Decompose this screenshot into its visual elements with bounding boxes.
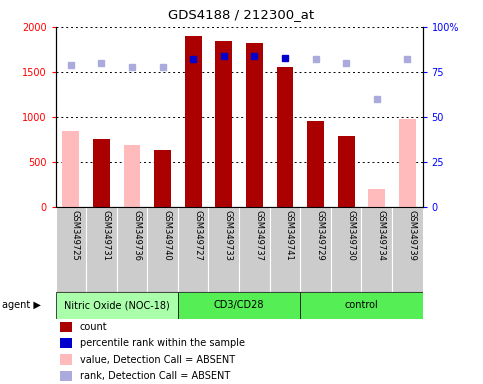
Bar bbox=[209, 207, 239, 292]
Bar bbox=[338, 136, 355, 207]
Bar bbox=[124, 145, 141, 207]
Text: count: count bbox=[80, 322, 107, 332]
Text: Nitric Oxide (NOC-18): Nitric Oxide (NOC-18) bbox=[64, 300, 170, 310]
Text: value, Detection Call = ABSENT: value, Detection Call = ABSENT bbox=[80, 354, 235, 364]
Text: rank, Detection Call = ABSENT: rank, Detection Call = ABSENT bbox=[80, 371, 230, 381]
Text: GSM349741: GSM349741 bbox=[285, 210, 294, 261]
Text: GSM349736: GSM349736 bbox=[132, 210, 141, 261]
Bar bbox=[270, 207, 300, 292]
Text: GSM349725: GSM349725 bbox=[71, 210, 80, 261]
Text: GSM349727: GSM349727 bbox=[193, 210, 202, 261]
Text: GSM349739: GSM349739 bbox=[407, 210, 416, 261]
Bar bbox=[178, 292, 300, 319]
Text: GDS4188 / 212300_at: GDS4188 / 212300_at bbox=[169, 8, 314, 21]
Bar bbox=[154, 150, 171, 207]
Text: GSM349730: GSM349730 bbox=[346, 210, 355, 261]
Bar bbox=[239, 207, 270, 292]
Text: CD3/CD28: CD3/CD28 bbox=[214, 300, 264, 310]
Bar bbox=[60, 338, 72, 348]
Bar bbox=[56, 207, 86, 292]
Bar bbox=[331, 207, 361, 292]
Bar bbox=[399, 119, 416, 207]
Bar bbox=[62, 131, 79, 207]
Bar bbox=[185, 36, 201, 207]
Bar bbox=[93, 139, 110, 207]
Bar bbox=[60, 354, 72, 365]
Text: control: control bbox=[344, 300, 378, 310]
Bar bbox=[117, 207, 147, 292]
Bar bbox=[300, 292, 423, 319]
Bar bbox=[60, 322, 72, 332]
Text: GSM349737: GSM349737 bbox=[255, 210, 263, 261]
Bar bbox=[277, 66, 293, 207]
Bar bbox=[246, 43, 263, 207]
Bar bbox=[215, 41, 232, 207]
Text: agent ▶: agent ▶ bbox=[2, 300, 41, 310]
Bar bbox=[56, 292, 178, 319]
Bar bbox=[300, 207, 331, 292]
Bar bbox=[86, 207, 117, 292]
Text: GSM349729: GSM349729 bbox=[315, 210, 325, 261]
Text: GSM349733: GSM349733 bbox=[224, 210, 233, 261]
Text: GSM349740: GSM349740 bbox=[163, 210, 171, 261]
Bar bbox=[307, 121, 324, 207]
Bar bbox=[361, 207, 392, 292]
Bar bbox=[147, 207, 178, 292]
Text: percentile rank within the sample: percentile rank within the sample bbox=[80, 338, 245, 348]
Bar bbox=[369, 189, 385, 207]
Text: GSM349731: GSM349731 bbox=[101, 210, 111, 261]
Bar bbox=[392, 207, 423, 292]
Bar bbox=[178, 207, 209, 292]
Bar bbox=[60, 371, 72, 381]
Text: GSM349734: GSM349734 bbox=[377, 210, 386, 261]
